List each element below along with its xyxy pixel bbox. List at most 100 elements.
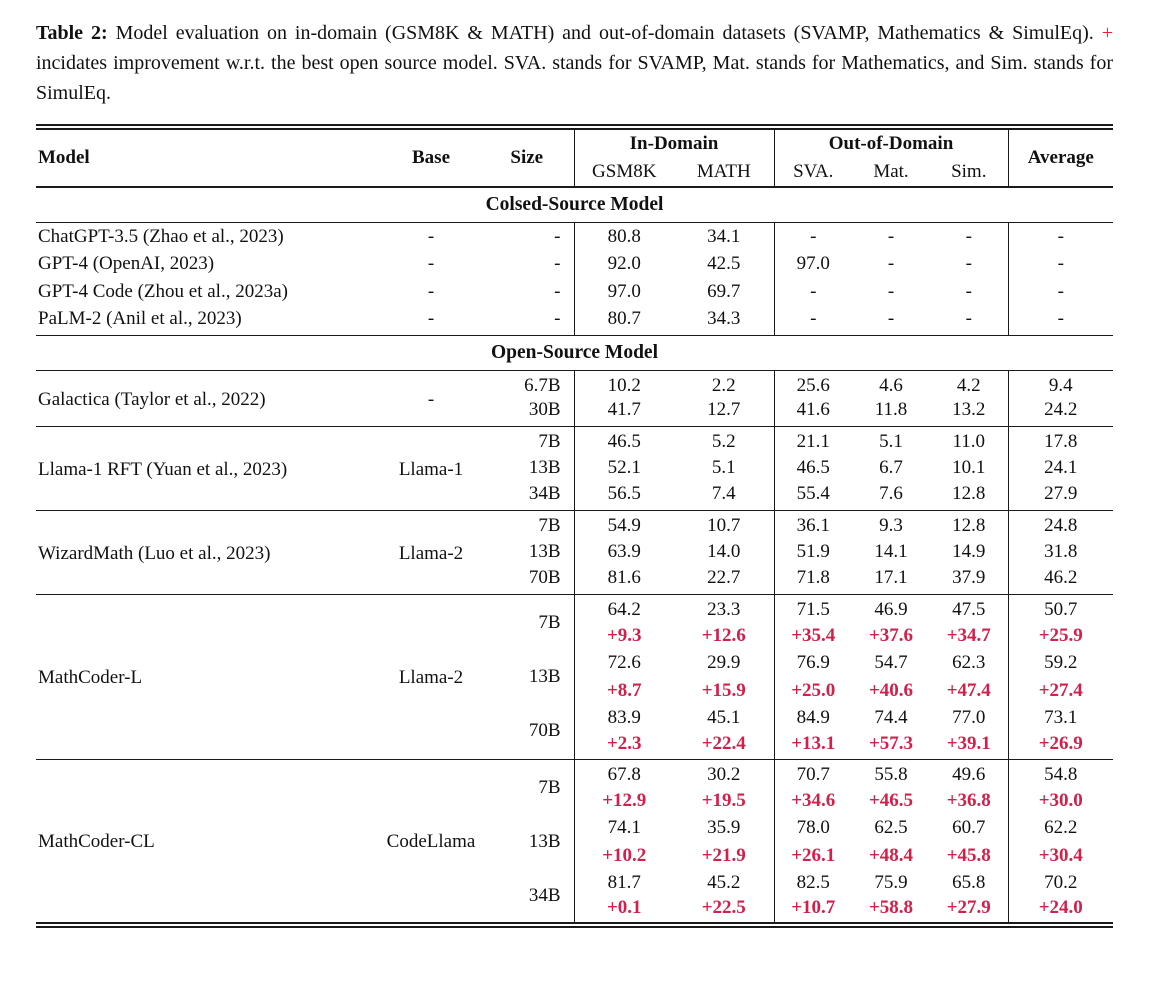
col-header-math: MATH: [696, 160, 751, 182]
score-cell: 71.8: [773, 566, 852, 594]
score-cell: 83.9: [573, 704, 674, 732]
score-cell: 46.5: [573, 426, 674, 454]
score-cell: 54.9: [573, 510, 674, 538]
score-cell: 27.9: [1007, 482, 1114, 510]
score-cell: -: [1007, 222, 1114, 251]
delta-cell: +9.3: [573, 622, 674, 649]
section-row: Colsed-Source Model: [36, 187, 1114, 223]
caption-text-2: incidates improvement w.r.t. the best op…: [36, 52, 1113, 104]
col-header-sva: SVA.: [773, 157, 852, 187]
score-row: MathCoder-CL CodeLlama 7B 67.8 30.2 70.7 55.8 4…: [36, 759, 1114, 852]
score-cell: -: [887, 280, 895, 302]
delta-row: +8.7 +15.9 +25.0 +40.6 +47.4 +27.4: [36, 677, 1114, 704]
score-cell: 75.9: [874, 872, 908, 893]
score-cell: 7.4: [711, 483, 736, 505]
model-name-cell: MathCoder-L: [38, 667, 143, 688]
score-cell: 24.1: [1007, 454, 1114, 482]
delta-cell: +35.4: [773, 622, 852, 649]
score-cell: -: [887, 252, 895, 274]
col-header-average: Average: [1007, 127, 1114, 187]
score-cell: 59.2: [1007, 649, 1114, 677]
delta-cell: +27.9: [946, 897, 991, 918]
score-cell: 29.9: [707, 652, 741, 673]
delta-row: +0.1 +22.5 +10.7 +58.8 +27.9 +24.0: [36, 897, 1114, 925]
table-caption: Table 2: Model evaluation on in-domain (…: [36, 18, 1113, 108]
score-cell: 77.0: [952, 707, 986, 728]
col-group-in-domain: In-Domain: [573, 127, 774, 157]
col-header-model: Model: [38, 147, 90, 168]
score-cell: 36.1: [773, 510, 852, 538]
delta-cell: +26.1: [773, 842, 852, 869]
table-body: Colsed-Source Model ChatGPT-3.5 (Zhao et …: [36, 187, 1114, 925]
score-cell: 13.2: [952, 399, 986, 421]
col-header-size: Size: [510, 147, 544, 168]
score-row: 13B 74.1 35.9 78.0 62.5 60.7 62.2: [36, 814, 1114, 852]
score-row: GPT-4 (OpenAI, 2023) - -92.0 42.5 97.0- - -: [36, 251, 1114, 279]
score-cell: 84.9: [773, 704, 852, 732]
score-cell: -: [773, 222, 852, 251]
caption-text-1: Model evaluation on in-domain (GSM8K & M…: [115, 22, 1094, 44]
score-cell: 56.5: [573, 482, 674, 510]
score-cell: 24.8: [1007, 510, 1114, 538]
model-name-cell: GPT-4 (OpenAI, 2023): [38, 252, 215, 274]
score-cell: 74.1: [573, 814, 674, 842]
delta-cell: +25.9: [1007, 622, 1114, 649]
size-cell: 13B: [528, 665, 561, 687]
score-row: 13B 52.1 5.1 46.5 6.7 10.1 24.1: [36, 454, 1114, 482]
score-cell: 52.1: [573, 454, 674, 482]
score-cell: 5.2: [711, 430, 736, 452]
score-cell: 46.5: [773, 454, 852, 482]
score-cell: 82.5: [773, 869, 852, 897]
score-cell: 65.8: [952, 872, 986, 893]
size-cell: 13B: [528, 541, 561, 562]
score-cell: 60.7: [952, 817, 986, 838]
header-row-groups: Model Base Size In-Domain Out-of-Domain …: [36, 127, 1114, 187]
delta-row: +12.9 +19.5 +34.6 +46.5 +36.8 +30.0: [36, 787, 1114, 814]
delta-cell: +30.0: [1007, 787, 1114, 814]
base-model-cell: -: [427, 252, 435, 274]
score-cell: 64.2: [573, 594, 674, 622]
delta-cell: +12.6: [701, 624, 746, 646]
score-cell: 81.6: [573, 566, 674, 594]
delta-cell: +12.9: [573, 787, 674, 814]
score-cell: 76.9: [773, 649, 852, 677]
size-cell: 70B: [528, 720, 561, 742]
score-cell: 25.6: [773, 370, 852, 398]
delta-cell: +36.8: [946, 789, 991, 811]
delta-cell: +8.7: [573, 677, 674, 704]
score-cell: 17.8: [1007, 426, 1114, 454]
delta-cell: +34.7: [946, 624, 991, 646]
delta-cell: +27.4: [1007, 677, 1114, 704]
col-header-base: Base: [412, 147, 450, 168]
score-row: 70B 83.9 45.1 84.9 74.4 77.0 73.1: [36, 704, 1114, 741]
size-cell: 13B: [528, 457, 561, 478]
delta-cell: +10.7: [773, 897, 852, 925]
score-row: 30B 41.7 12.7 41.6 11.8 13.2 24.2: [36, 398, 1114, 426]
delta-cell: +46.5: [868, 789, 914, 811]
score-row: PaLM-2 (Anil et al., 2023) - -80.7 34.3- - - -: [36, 307, 1114, 335]
score-cell: 80.7: [573, 307, 674, 335]
score-cell: 2.2: [711, 374, 736, 396]
score-cell: 47.5: [952, 598, 986, 620]
score-cell: -: [887, 226, 895, 247]
score-row: 13B 72.6 29.9 76.9 54.7 62.3 59.2: [36, 649, 1114, 687]
score-row: GPT-4 Code (Zhou et al., 2023a) - -97.0 69.…: [36, 279, 1114, 307]
size-cell: -: [554, 308, 561, 330]
score-row: 34B 81.7 45.2 82.5 75.9 65.8 70.2: [36, 869, 1114, 906]
score-cell: 41.7: [573, 398, 674, 426]
size-cell: 13B: [528, 830, 561, 852]
score-cell: 67.8: [573, 759, 674, 787]
score-cell: 80.8: [573, 222, 674, 251]
delta-cell: +22.4: [701, 732, 746, 754]
score-cell: 14.0: [707, 541, 741, 562]
score-cell: 37.9: [952, 567, 986, 589]
score-cell: 22.7: [707, 567, 741, 589]
header-row-datasets: GSM8K MATH SVA. Mat. Sim.: [36, 157, 1113, 187]
score-cell: 69.7: [707, 280, 741, 302]
score-cell: 62.5: [874, 817, 908, 838]
model-name-cell: WizardMath (Luo et al., 2023): [38, 542, 271, 564]
score-cell: 54.8: [1007, 759, 1114, 787]
size-cell: 7B: [538, 612, 561, 634]
model-name-cell: Llama-1 RFT (Yuan et al., 2023): [38, 458, 288, 480]
